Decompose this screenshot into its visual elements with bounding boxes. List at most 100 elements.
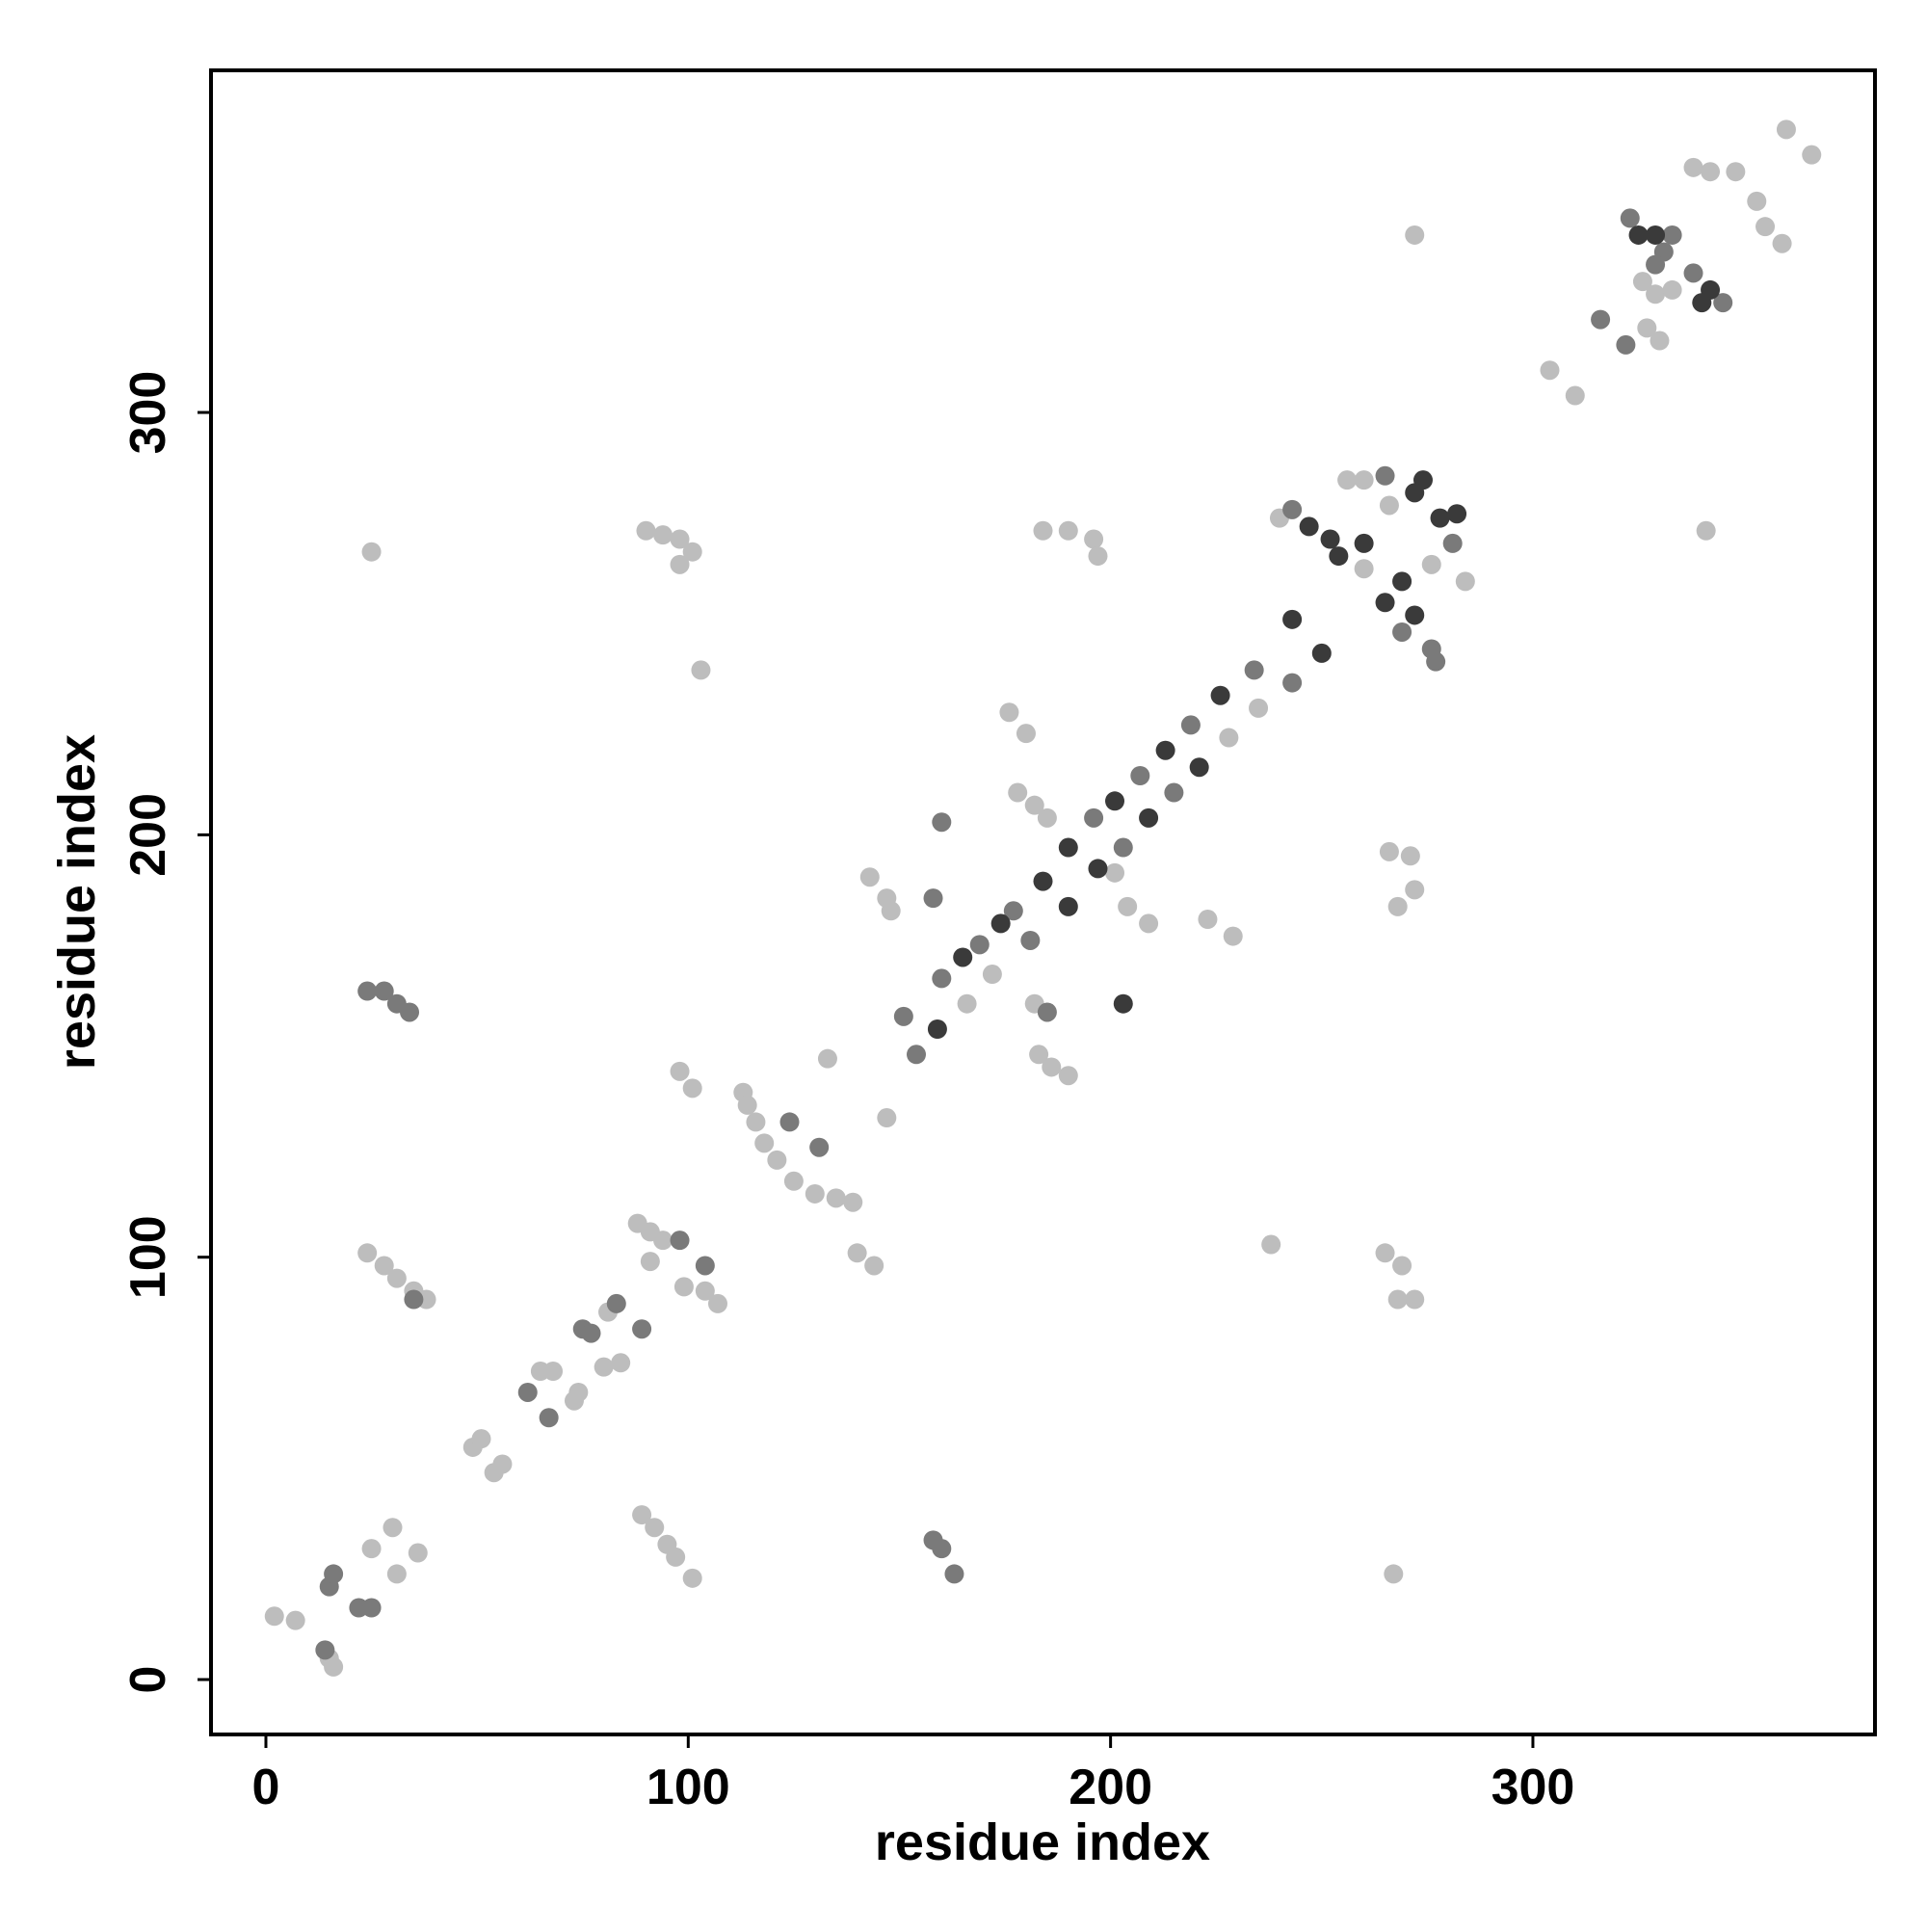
point [932,812,952,833]
point [779,1112,800,1132]
point [1392,571,1412,592]
point [1379,495,1399,516]
point [932,968,952,989]
point [1755,217,1776,237]
point [1387,896,1408,916]
point [826,1188,846,1208]
point [1628,225,1649,245]
point [1646,254,1666,275]
point [1392,1256,1412,1276]
point [357,981,378,1001]
point [809,1137,830,1157]
point [543,1362,564,1382]
x-tick-label: 100 [647,1760,730,1815]
point [864,1256,884,1276]
point [1113,993,1133,1014]
point [1037,807,1057,828]
point [357,1243,378,1263]
point [1282,609,1303,629]
point [670,554,690,574]
point [707,1293,727,1313]
point [1662,225,1682,245]
point [361,542,382,562]
point [568,1382,589,1402]
point [594,1357,614,1377]
point [783,1171,804,1191]
point [673,1277,694,1297]
point [1405,225,1425,245]
point [1701,162,1721,182]
point [746,1112,766,1132]
y-tick-label: 0 [120,1666,176,1694]
point [1405,880,1425,900]
point [400,1002,420,1022]
point [1088,546,1108,567]
point [1620,208,1640,228]
point [1282,499,1303,519]
point [932,1539,952,1559]
point [1405,483,1425,503]
y-tick-label: 200 [120,793,176,877]
point [1058,896,1078,916]
point [1329,546,1349,567]
point [1400,846,1420,866]
point [1379,841,1399,861]
point [374,981,394,1001]
point [1244,660,1264,680]
point [1008,782,1028,803]
point [1426,651,1446,672]
point [324,1656,344,1677]
point [1016,724,1036,744]
point [1421,554,1441,574]
point [1164,782,1184,803]
point [1540,360,1560,381]
point [1683,157,1703,177]
point [404,1289,424,1310]
point [670,1231,690,1251]
point [645,1518,665,1538]
point [1084,807,1104,828]
point [1392,622,1412,642]
point [999,702,1019,723]
point [1747,191,1767,211]
point [285,1610,305,1630]
point [517,1382,538,1402]
point [1180,715,1201,735]
point [859,867,880,887]
point [1696,520,1716,541]
point [1354,470,1374,490]
point [944,1564,964,1584]
point [1130,766,1150,786]
point [1430,508,1450,528]
x-tick-label: 200 [1069,1760,1152,1815]
point [1713,293,1733,313]
point [408,1543,428,1563]
point [670,1061,690,1081]
point [670,529,690,549]
point [957,993,977,1014]
point [682,1078,702,1098]
point [632,1505,652,1525]
point [1646,284,1666,304]
point [847,1243,867,1263]
point [1646,225,1666,245]
point [383,1518,403,1538]
point [1033,520,1053,541]
point [881,901,901,921]
point [923,888,943,909]
point [1375,465,1395,486]
point [1088,859,1108,879]
point [1632,272,1652,292]
point [315,1640,335,1660]
point [1189,757,1209,778]
point [682,1568,702,1588]
point [386,1268,407,1288]
points [264,119,1822,1677]
point [1003,901,1023,921]
point [1042,1057,1062,1077]
plot-frame [209,68,1877,1736]
point [907,1045,927,1065]
point [1447,504,1467,524]
point [1261,1234,1281,1255]
